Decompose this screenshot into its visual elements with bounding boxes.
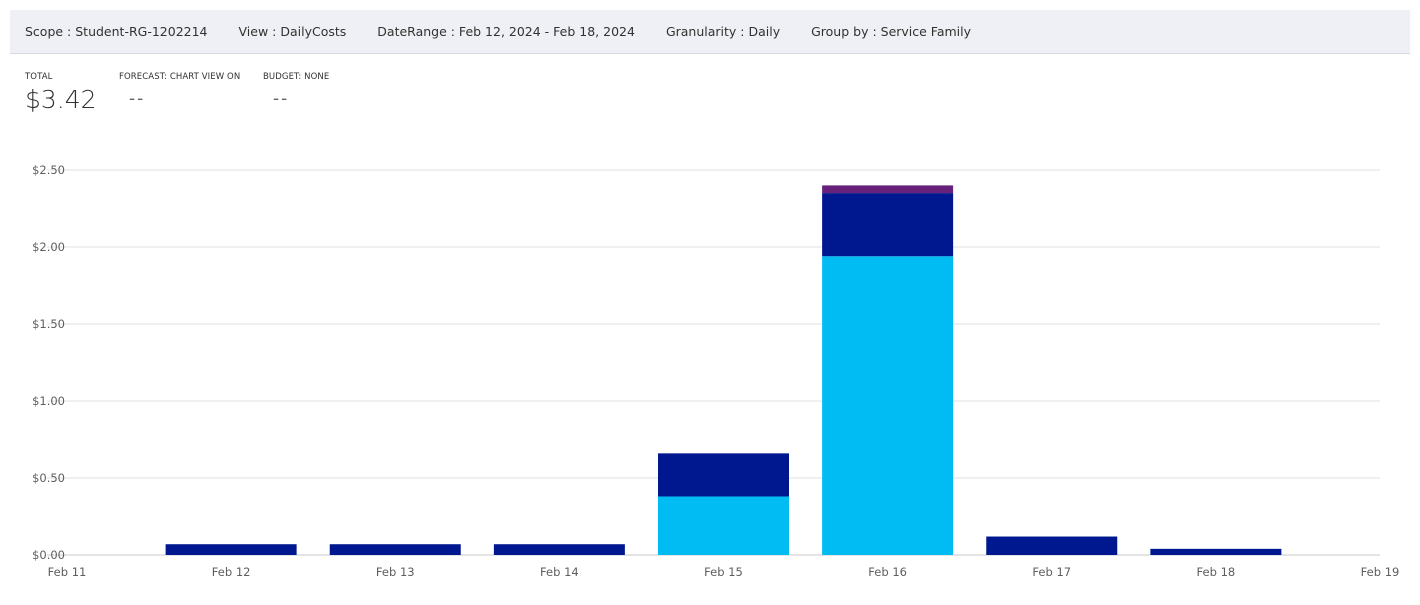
bar-segment xyxy=(658,453,789,497)
group-by-filter[interactable]: Group by : Service Family xyxy=(811,24,972,39)
x-tick-label: Feb 19 xyxy=(1361,565,1400,579)
filter-bar: Scope : Student-RG-1202214 View : DailyC… xyxy=(10,10,1410,54)
y-tick-label: $0.50 xyxy=(32,471,65,485)
bar-segment xyxy=(493,544,625,555)
x-tick-label: Feb 13 xyxy=(376,565,415,579)
bar-segment xyxy=(822,256,954,555)
kpi-budget-label: BUDGET: NONE xyxy=(263,72,330,82)
cost-chart: $0.00 $0.50 $1.00 $1.50 $2.00 $2.50 Feb 11 Feb … xyxy=(32,163,1400,579)
granularity-filter[interactable]: Granularity : Daily xyxy=(665,24,781,39)
x-tick-label: Feb 18 xyxy=(1197,565,1236,579)
x-tick-label: Feb 12 xyxy=(212,565,251,579)
bar-segment xyxy=(1150,548,1282,555)
kpi-total: TOTAL $3.42 xyxy=(25,72,97,114)
bar-segment xyxy=(329,544,461,555)
kpi-total-label: TOTAL xyxy=(25,72,53,82)
bar-segment xyxy=(822,185,954,194)
kpi-budget: BUDGET: NONE -- xyxy=(263,72,329,109)
bar-segment xyxy=(822,193,954,257)
y-tick-label: $2.50 xyxy=(32,163,65,177)
view-filter[interactable]: View : DailyCosts xyxy=(238,24,347,39)
x-tick-label: Feb 17 xyxy=(1032,565,1071,579)
bar-segment xyxy=(165,544,297,555)
kpi-total-value: $3.42 xyxy=(25,85,97,114)
bar-segment xyxy=(986,536,1118,555)
kpi-forecast: FORECAST: CHART VIEW ON -- xyxy=(119,72,240,109)
bar-segment xyxy=(658,496,789,555)
date-range-filter[interactable]: DateRange : Feb 12, 2024 - Feb 18, 2024 xyxy=(377,24,635,39)
y-tick-label: $1.50 xyxy=(32,317,65,331)
y-tick-label: $1.00 xyxy=(32,394,65,408)
kpi-forecast-label: FORECAST: CHART VIEW ON xyxy=(119,72,241,82)
y-tick-label: $0.00 xyxy=(32,548,65,562)
x-tick-label: Feb 15 xyxy=(704,565,743,579)
kpi-budget-value: -- xyxy=(273,89,290,109)
y-tick-label: $2.00 xyxy=(32,240,65,254)
x-tick-label: Feb 14 xyxy=(540,565,579,579)
x-tick-label: Feb 11 xyxy=(48,565,87,579)
kpi-forecast-value: -- xyxy=(129,89,146,109)
x-tick-label: Feb 16 xyxy=(868,565,907,579)
scope-filter[interactable]: Scope : Student-RG-1202214 xyxy=(25,24,208,39)
